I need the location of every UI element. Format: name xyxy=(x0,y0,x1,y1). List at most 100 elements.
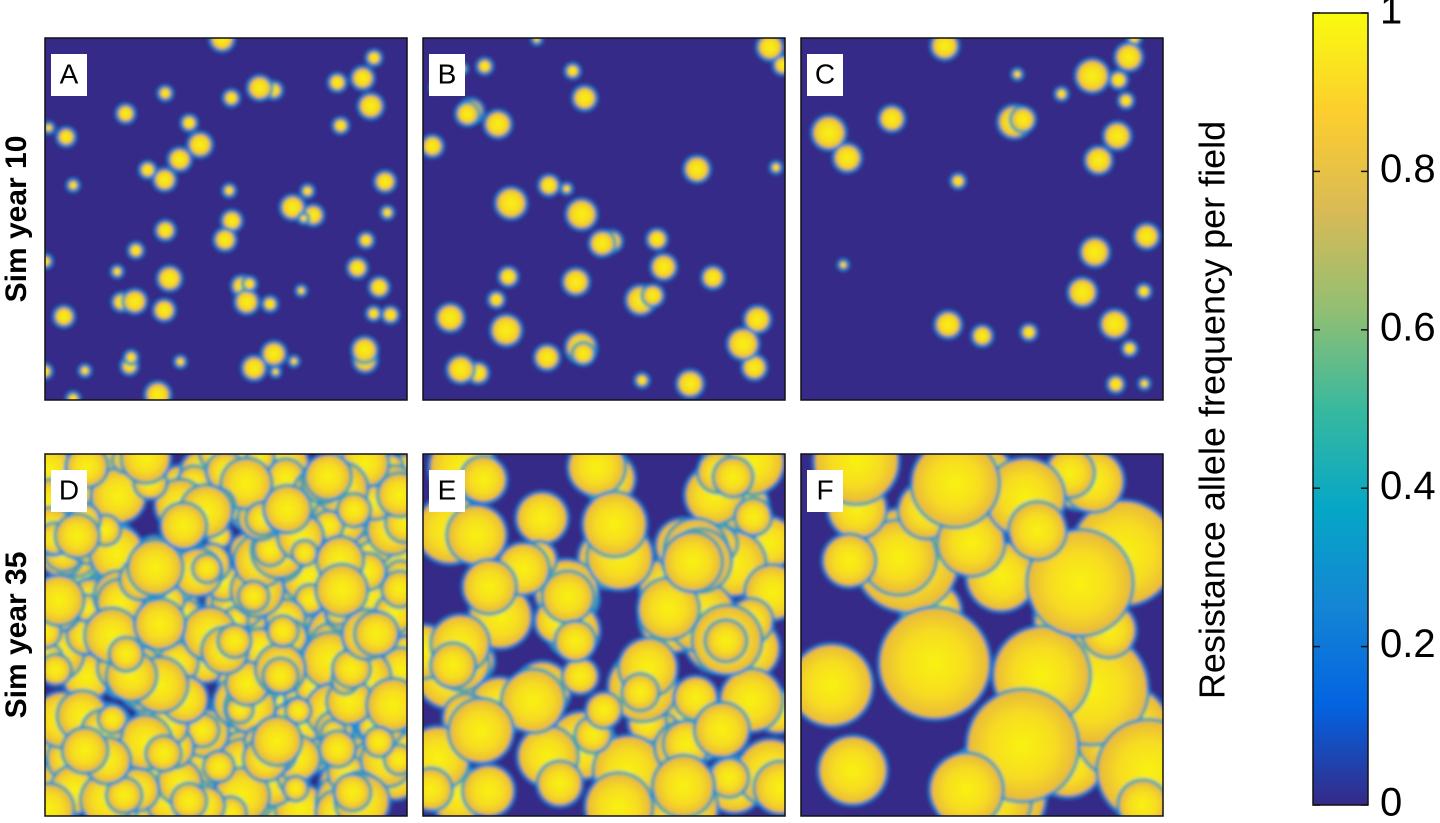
blob xyxy=(1056,89,1067,99)
blob xyxy=(265,487,310,531)
blob xyxy=(1111,72,1126,87)
blob xyxy=(321,732,354,766)
blob xyxy=(123,454,169,482)
blob xyxy=(1136,225,1158,247)
blob xyxy=(1028,531,1132,635)
blob xyxy=(130,244,142,257)
blob xyxy=(136,600,184,648)
blob xyxy=(478,60,491,73)
blob xyxy=(678,372,702,396)
blob xyxy=(557,622,594,660)
blob xyxy=(159,268,180,289)
panel-letter-box xyxy=(51,54,87,96)
blob xyxy=(775,57,785,73)
panel-frame xyxy=(422,37,786,401)
blob xyxy=(746,308,769,331)
panel-frame xyxy=(800,453,1164,817)
blob xyxy=(432,644,474,686)
blob xyxy=(129,542,181,594)
blob xyxy=(297,287,305,295)
blob xyxy=(57,515,98,557)
blob xyxy=(497,189,525,218)
blob xyxy=(448,506,506,564)
blob xyxy=(45,366,51,377)
tick-label: 0 xyxy=(1380,781,1402,823)
blob xyxy=(170,149,190,170)
blob xyxy=(448,357,473,382)
blob xyxy=(159,87,171,99)
blob xyxy=(1069,279,1095,305)
blob xyxy=(285,778,307,799)
panel-letter-box xyxy=(429,54,465,96)
blob xyxy=(269,617,297,645)
blob xyxy=(272,368,279,375)
blob xyxy=(249,77,271,99)
blob xyxy=(45,785,72,816)
blob xyxy=(863,521,935,594)
blob xyxy=(824,535,874,586)
panel-letter-box xyxy=(807,54,843,96)
blob xyxy=(1012,108,1034,130)
heatmap-panel: A xyxy=(44,37,408,401)
blob xyxy=(736,500,770,534)
panel-letter: F xyxy=(816,474,833,505)
blob xyxy=(758,38,782,59)
blob xyxy=(353,68,373,88)
blob xyxy=(1140,379,1149,388)
blob xyxy=(973,327,991,345)
blob xyxy=(703,268,723,287)
panel-letter: D xyxy=(59,474,79,505)
blob xyxy=(648,231,666,248)
blob xyxy=(225,91,238,105)
blob xyxy=(586,774,651,816)
blob xyxy=(952,175,964,187)
blob xyxy=(685,157,709,181)
blob xyxy=(383,573,407,606)
blob xyxy=(287,699,310,722)
panel-letter: E xyxy=(438,474,457,505)
blob xyxy=(880,107,903,130)
panel-frame xyxy=(44,453,408,817)
blob xyxy=(536,346,558,369)
blob xyxy=(1102,311,1128,337)
blob xyxy=(64,729,106,772)
blob xyxy=(108,779,140,812)
panel-letter: B xyxy=(438,58,457,89)
blob xyxy=(244,278,255,290)
blob xyxy=(339,495,369,525)
blob xyxy=(330,75,345,90)
blob xyxy=(492,316,521,345)
blob xyxy=(173,785,205,816)
panel-frame xyxy=(44,37,408,401)
blob xyxy=(223,212,241,230)
colorbar xyxy=(1312,12,1369,806)
panel-texture xyxy=(423,38,785,400)
blob xyxy=(490,293,503,306)
blob xyxy=(574,87,595,109)
blob xyxy=(568,200,596,228)
blob xyxy=(913,454,998,526)
blob xyxy=(306,455,350,498)
colorbar-label: Resistance allele frequency per field xyxy=(1192,121,1233,699)
blob xyxy=(282,196,303,218)
blob xyxy=(45,256,51,267)
blob xyxy=(623,675,657,709)
blob xyxy=(45,656,70,684)
blob xyxy=(486,112,510,136)
blob xyxy=(68,181,78,190)
blob xyxy=(124,291,145,312)
blob xyxy=(356,613,397,654)
blob xyxy=(368,51,380,64)
blob xyxy=(55,307,73,326)
blob xyxy=(801,645,872,725)
blob xyxy=(222,460,270,507)
blob xyxy=(729,330,758,358)
blob xyxy=(211,38,233,50)
blob xyxy=(194,556,220,581)
blob xyxy=(205,753,233,781)
blob xyxy=(464,766,513,816)
blob xyxy=(931,754,1002,816)
blob xyxy=(290,357,298,365)
tick-label: 0.2 xyxy=(1380,622,1436,666)
